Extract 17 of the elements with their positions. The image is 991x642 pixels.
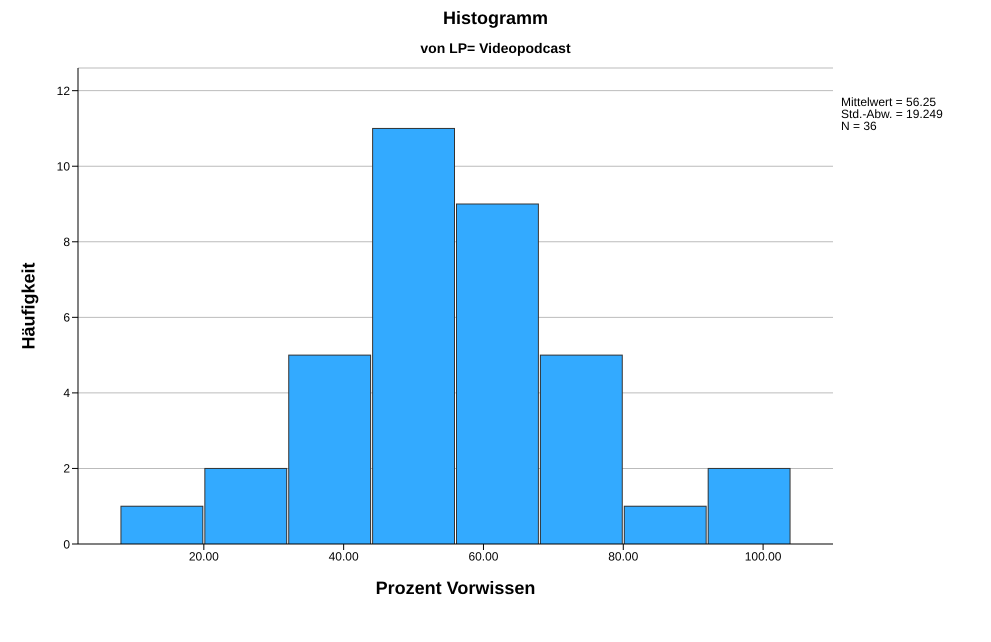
y-tick-label: 4 (63, 386, 70, 400)
chart-subtitle: von LP= Videopodcast (419, 40, 572, 56)
x-tick-label: 20.00 (188, 550, 220, 564)
y-tick-label: 10 (56, 159, 70, 174)
x-tick-label: 80.00 (608, 550, 639, 564)
y-axis-title: Häufigkeit (18, 262, 38, 350)
y-tick-label: 6 (63, 310, 70, 325)
y-tick-label: 12 (56, 84, 70, 98)
x-tick-label: 40.00 (328, 550, 359, 564)
chart-title: Histogramm (442, 8, 550, 29)
y-tick-label: 8 (63, 235, 70, 250)
y-tick-label: 0 (63, 537, 70, 552)
x-axis-title: Prozent Vorwissen (376, 578, 536, 598)
x-tick-label: 100.00 (744, 550, 782, 564)
x-tick-label: 60.00 (468, 550, 499, 564)
y-tick-label: 2 (63, 462, 70, 476)
text: Mittelwert = 56.25 Std.-Abw. = 19.249 N = 36 (841, 95, 943, 133)
